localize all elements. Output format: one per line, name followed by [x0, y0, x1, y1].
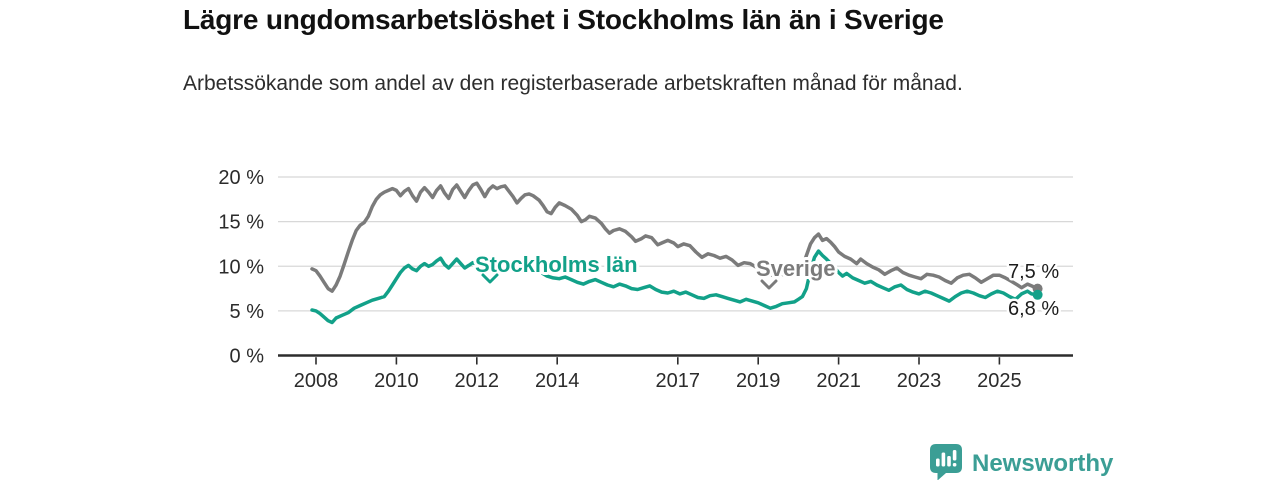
x-axis-tick-label: 2021: [816, 370, 861, 392]
logo-bar-tall: [941, 452, 946, 467]
x-axis-tick-label: 2012: [455, 370, 500, 392]
axis-labels-group: 0 % 5 % 10 % 15 % 20 % 2008 2010 2012 2014 2017 20…: [218, 167, 1021, 392]
y-axis-tick-label: 5 %: [230, 301, 265, 323]
line-sverige: [310, 181, 1040, 293]
x-axis-tick-label: 2025: [977, 370, 1022, 392]
x-axis-tick-label: 2017: [656, 370, 701, 392]
x-axis-tick-label: 2019: [736, 370, 781, 392]
newsworthy-logo: [930, 444, 962, 480]
chevron-down-icon: [760, 279, 778, 290]
logo-bar-medium: [947, 456, 951, 467]
end-dots-group: [1032, 283, 1043, 300]
logo-bar-short: [936, 458, 940, 467]
y-axis-tick-label: 10 %: [218, 256, 264, 278]
end-dot-stockholms-l-n: [1032, 289, 1043, 300]
logo-exclamation-bar: [952, 450, 957, 461]
series-annotations-group: Stockholms län Sverige 7,5 % 6,8 %: [472, 249, 1062, 323]
line-stockholms-l-n: [310, 249, 1040, 325]
series-label-stockholm: Stockholms län: [475, 252, 638, 277]
y-axis-tick-label: 15 %: [218, 212, 264, 234]
series-label-sverige: Sverige: [756, 256, 836, 281]
y-axis-tick-label: 0 %: [230, 346, 265, 368]
x-axis-tick-label: 2010: [374, 370, 419, 392]
chevron-down-icon: [481, 273, 499, 284]
series-lines-group: [310, 181, 1040, 325]
chart-subtitle: Arbetssökande som andel av den registerb…: [183, 72, 963, 95]
x-axis-tick-label: 2014: [535, 370, 580, 392]
page-title: Lägre ungdomsarbetslöshet i Stockholms l…: [183, 4, 944, 35]
end-value-label-sverige: 7,5 %: [1008, 261, 1059, 283]
brand-wordmark: Newsworthy: [972, 450, 1114, 477]
x-axis-tick-label: 2008: [294, 370, 339, 392]
newsworthy-logo-bubble-icon: [930, 444, 962, 480]
logo-exclamation-dot: [952, 463, 957, 467]
x-axis-group: [278, 354, 1073, 365]
x-axis-tick-label: 2023: [897, 370, 942, 392]
end-value-label-stockholm: 6,8 %: [1008, 298, 1059, 320]
y-axis-tick-label: 20 %: [218, 167, 264, 189]
